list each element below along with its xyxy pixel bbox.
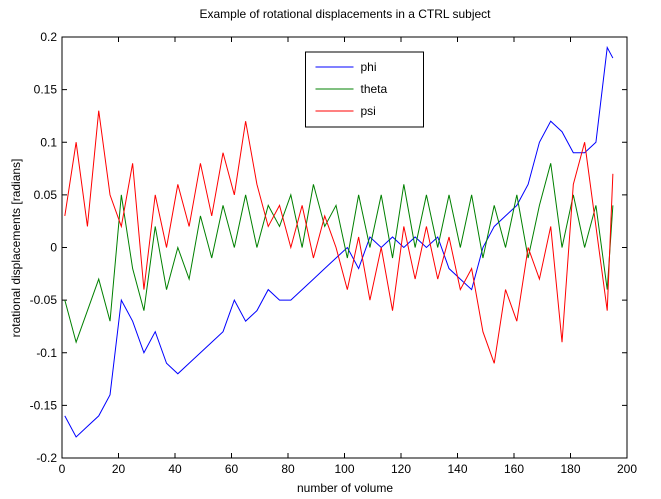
line <box>64 163 614 344</box>
legend-label: psi <box>361 104 376 118</box>
y-tick-label: -0.1 <box>36 346 57 360</box>
line <box>64 110 614 364</box>
x-tick-label: 200 <box>617 462 637 476</box>
x-tick-label: 80 <box>281 462 295 476</box>
x-tick-label: 40 <box>168 462 182 476</box>
y-tick-label: 0.2 <box>40 30 57 44</box>
legend-label: phi <box>361 60 377 74</box>
x-tick-label: 20 <box>112 462 126 476</box>
x-tick-label: 0 <box>59 462 66 476</box>
y-tick-label: -0.2 <box>36 451 57 465</box>
line <box>64 45 614 438</box>
x-tick-label: 120 <box>391 462 411 476</box>
y-tick-label: 0 <box>50 241 57 255</box>
x-tick-label: 100 <box>334 462 354 476</box>
chart-title: Example of rotational displacements in a… <box>199 7 491 21</box>
y-axis-label: rotational displacements [radians] <box>9 159 23 338</box>
y-tick-label: 0.1 <box>40 135 57 149</box>
x-axis-label: number of volume <box>297 481 393 495</box>
legend-label: theta <box>361 82 388 96</box>
x-tick-label: 140 <box>447 462 467 476</box>
x-tick-label: 160 <box>504 462 524 476</box>
x-tick-label: 60 <box>225 462 239 476</box>
y-tick-label: -0.15 <box>30 398 58 412</box>
y-tick-label: 0.05 <box>34 188 58 202</box>
y-tick-label: -0.05 <box>30 293 58 307</box>
x-tick-label: 180 <box>560 462 580 476</box>
y-tick-label: 0.15 <box>34 83 58 97</box>
